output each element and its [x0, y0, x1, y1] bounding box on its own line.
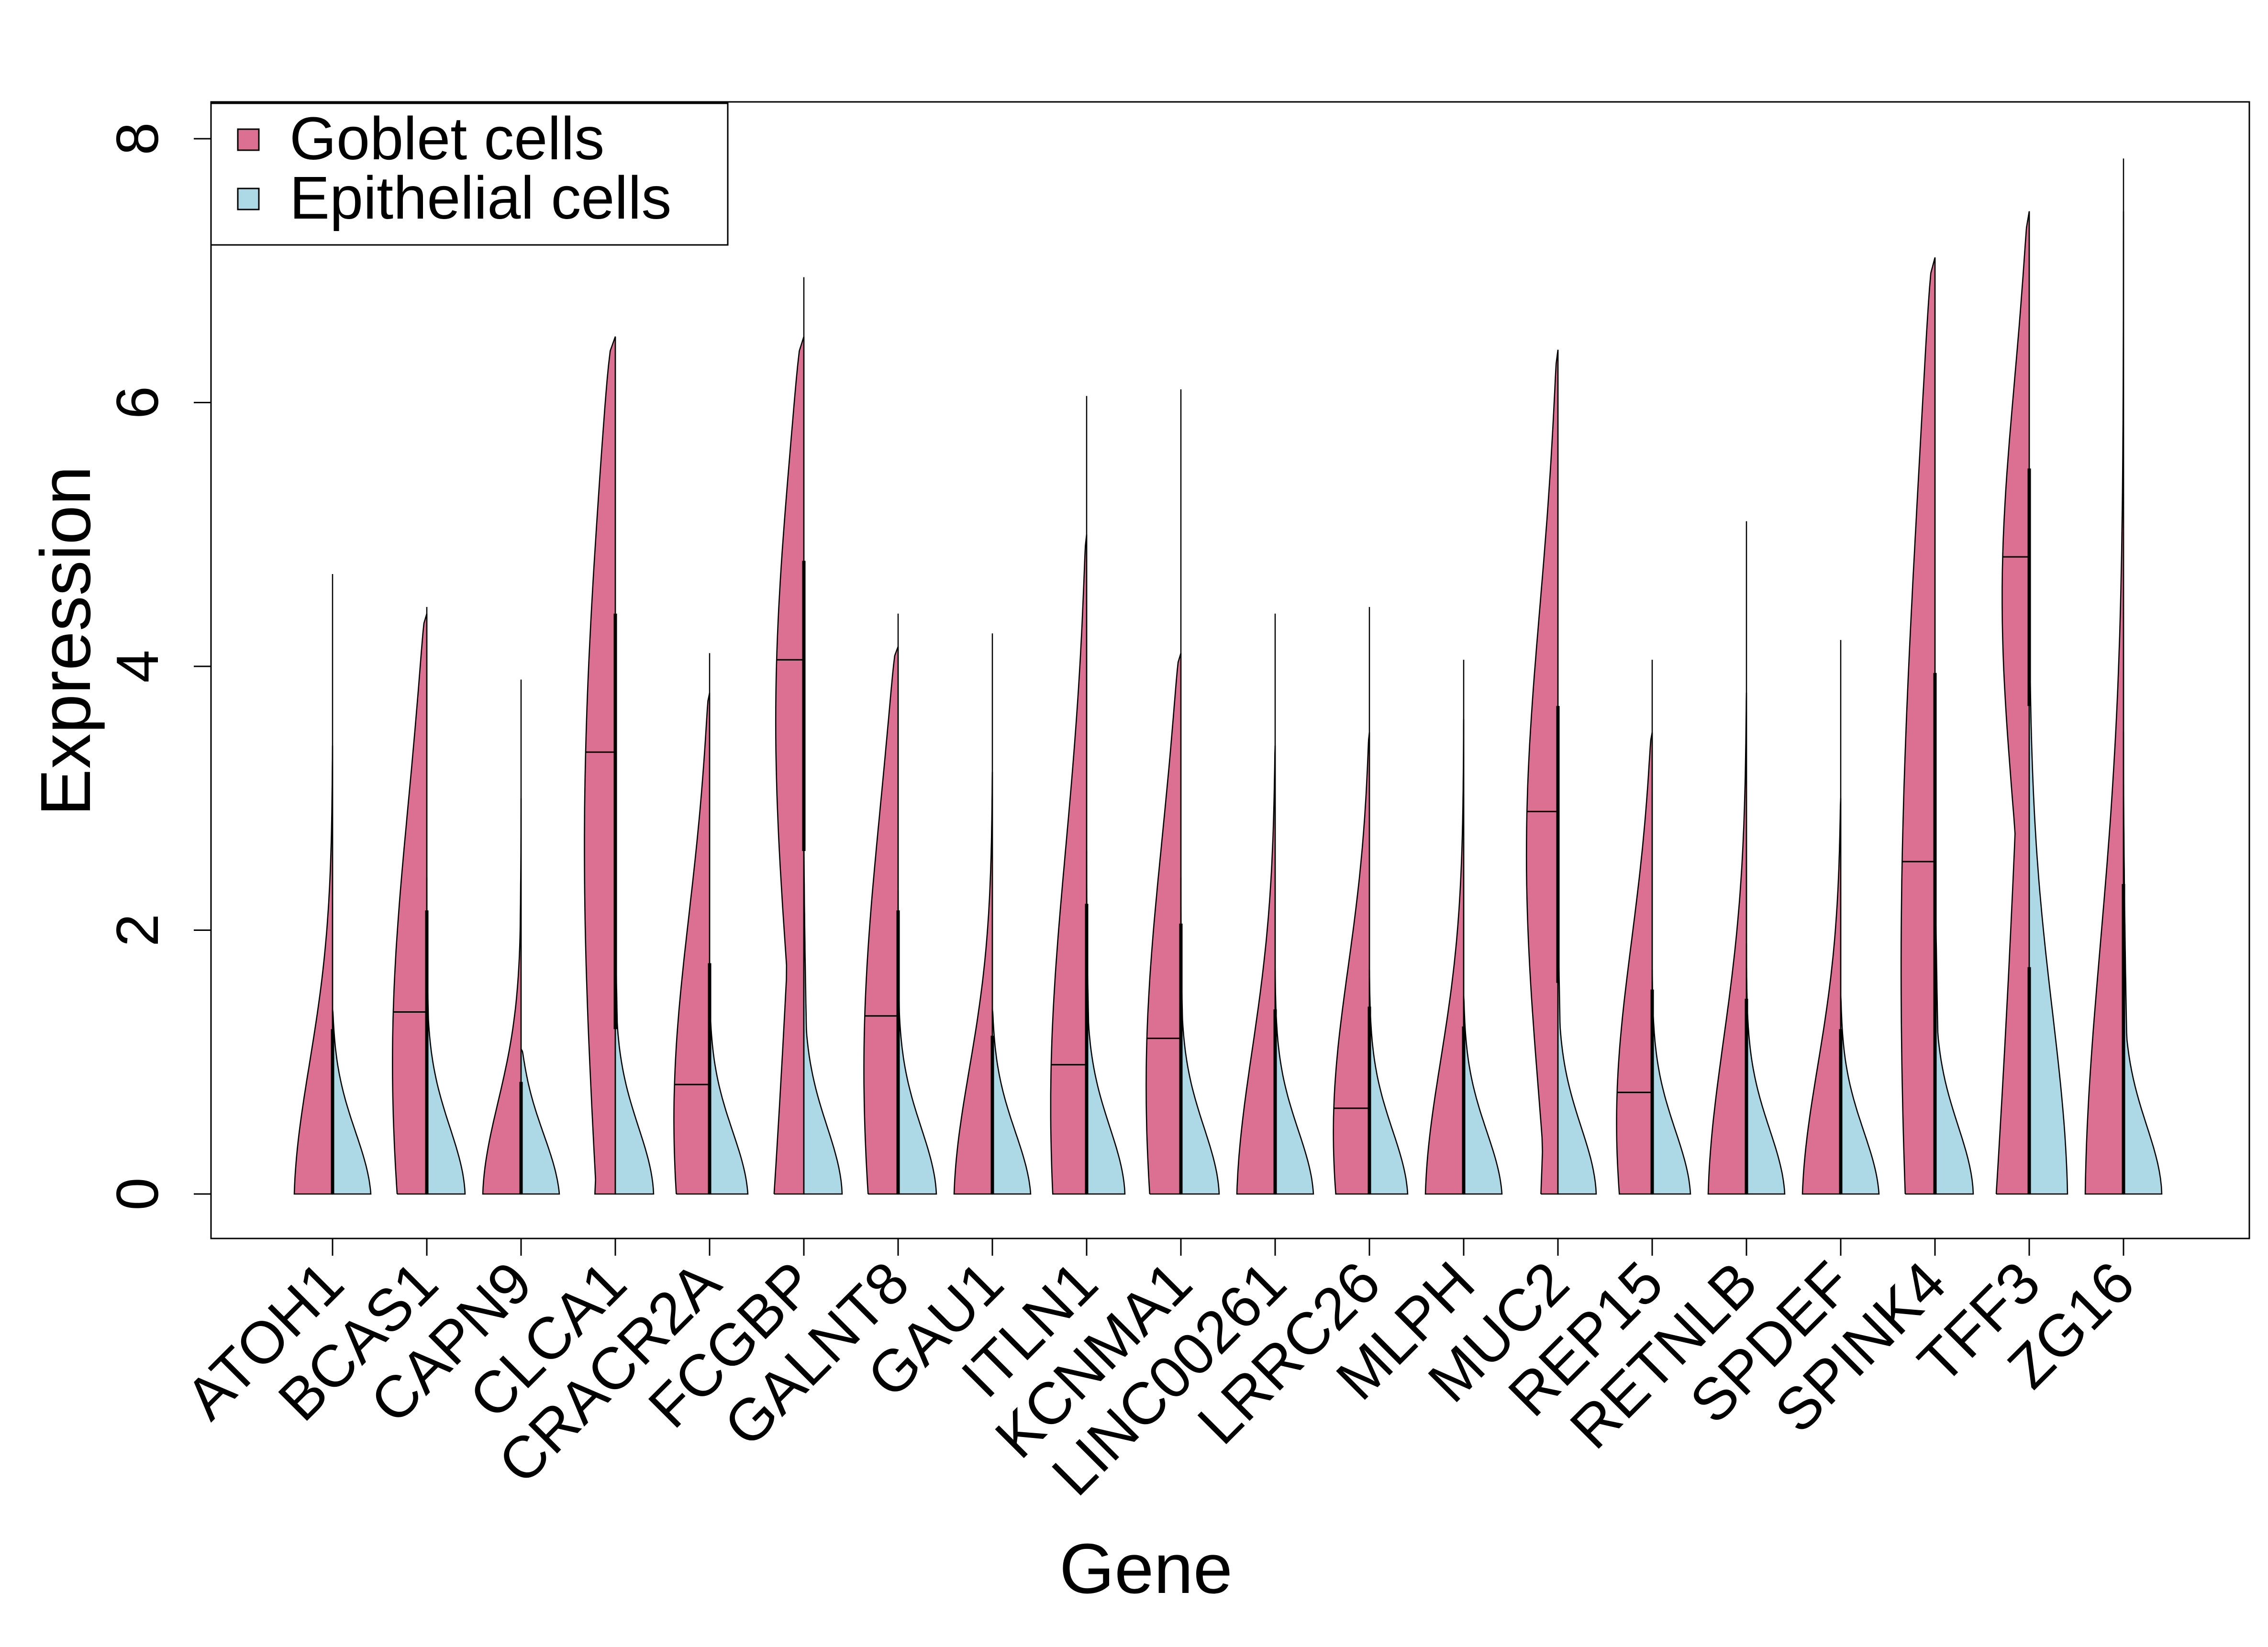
violin-epithelial-half [803, 798, 843, 1195]
violin-retnlb [1707, 521, 1786, 1195]
violin-epithelial-half [1368, 970, 1409, 1195]
violin-goblet-half [1333, 732, 1370, 1195]
violin-goblet-half [953, 772, 993, 1195]
violin-spdef [1801, 640, 1880, 1195]
violin-clca1 [584, 336, 655, 1195]
y-tick-label: 2 [105, 914, 171, 947]
violin-bcas1 [392, 607, 466, 1195]
violin-goblet-half [482, 798, 522, 1195]
violin-epithelial-half [991, 1009, 1032, 1195]
violin-cracr2a [673, 653, 749, 1195]
violin-epithelial-half [1840, 996, 1880, 1195]
violin-goblet-half [1145, 653, 1182, 1195]
violin-goblet-half [1707, 693, 1747, 1195]
violin-goblet-half [1616, 732, 1653, 1195]
violin-kcnma1 [1145, 389, 1220, 1195]
violin-epithelial-half [1463, 996, 1503, 1195]
violin-goblet-half [1801, 798, 1842, 1195]
legend-swatch-epithelial [237, 188, 260, 210]
violin-epithelial-half [1180, 877, 1220, 1195]
violin-epithelial-half [332, 1009, 372, 1195]
y-axis-title: Expression [26, 466, 105, 816]
violin-goblet-half [773, 336, 805, 1195]
violin-linc00261 [1236, 613, 1314, 1195]
violin-goblet-half [1424, 719, 1465, 1195]
violin-epithelial-half [426, 877, 466, 1195]
violin-goblet-half [293, 745, 334, 1195]
legend-label-epithelial: Epithelial cells [289, 164, 671, 232]
violin-goblet-half [1900, 257, 1936, 1195]
violin-epithelial-half [709, 996, 749, 1195]
violin-atoh1 [293, 574, 372, 1195]
violin-spink4 [1900, 257, 1974, 1195]
violin-goblet-half [673, 692, 711, 1195]
violin-epithelial-half [1086, 851, 1126, 1195]
violin-rep15 [1616, 660, 1691, 1195]
violin-goblet-half [392, 613, 428, 1195]
violin-goblet-half [863, 646, 899, 1195]
legend-label-goblet: Goblet cells [289, 105, 604, 172]
violin-epithelial-half [1651, 970, 1691, 1195]
violin-goblet-half [584, 336, 616, 1195]
violin-epithelial-half [897, 890, 937, 1195]
violin-galnt8 [863, 613, 937, 1195]
violin-goblet-half [1995, 211, 2030, 1195]
y-tick-label: 0 [105, 1178, 171, 1211]
y-axis: 0 2 4 6 8 [105, 122, 212, 1211]
violin-epithelial-half [1745, 943, 1786, 1195]
violin-epithelial-half [520, 1049, 560, 1195]
violin-gau1 [953, 633, 1032, 1195]
violin-epithelial-half [2028, 468, 2068, 1195]
violin-epithelial-half [614, 851, 655, 1195]
violin-itln1 [1050, 396, 1126, 1195]
violin-tff3 [1995, 211, 2068, 1195]
legend: Goblet cells Epithelial cells [210, 102, 729, 246]
violin-goblet-half [2084, 211, 2124, 1195]
violin-epithelial-half [2123, 732, 2163, 1195]
violin-lrrc26 [1333, 607, 1409, 1195]
violin-epithelial-half [1934, 772, 1974, 1195]
y-tick-label: 8 [105, 122, 171, 155]
x-axis: ATOH1BCAS1CAPN9CLCA1CRACR2AFCGBPGALNT8GA… [173, 1238, 2147, 1508]
y-tick-label: 4 [105, 650, 171, 683]
violin-goblet-half [1525, 350, 1559, 1195]
violins-layer [293, 158, 2163, 1195]
violin-mlph [1424, 660, 1503, 1195]
violin-fcgbp [773, 277, 843, 1195]
plot-frame [210, 101, 2250, 1239]
violin-capn9 [482, 679, 560, 1195]
legend-box [210, 102, 729, 246]
y-tick-label: 6 [105, 386, 171, 419]
violin-epithelial-half [1274, 970, 1314, 1195]
violin-goblet-half [1236, 745, 1276, 1195]
violin-epithelial-half [1557, 838, 1597, 1195]
legend-swatch-goblet [237, 128, 260, 151]
violin-goblet-half [1050, 534, 1088, 1195]
violin-muc2 [1525, 350, 1597, 1195]
violin-zg16 [2084, 158, 2163, 1195]
x-axis-title: Gene [1059, 1529, 1233, 1608]
